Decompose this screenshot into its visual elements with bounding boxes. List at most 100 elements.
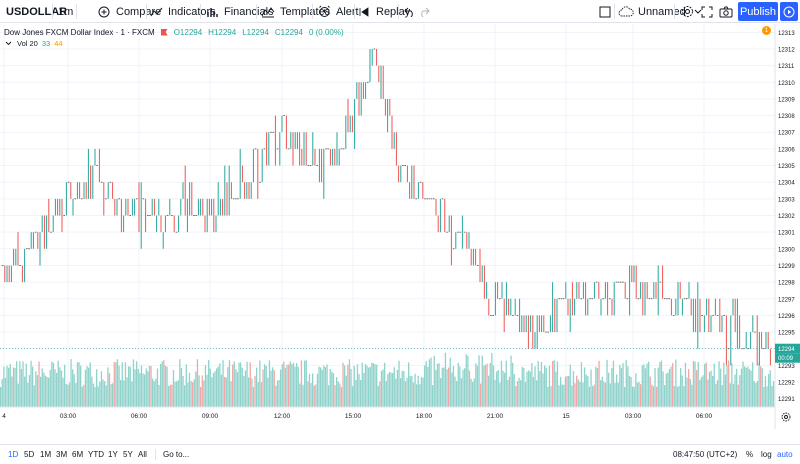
volume-bar: [408, 362, 410, 407]
range-all[interactable]: All: [138, 445, 147, 464]
volume-bar: [166, 366, 168, 407]
alert-button[interactable]: Alert: [316, 0, 359, 23]
log-toggle[interactable]: log: [761, 445, 772, 464]
indicators-button[interactable]: Indicators: [148, 0, 216, 23]
volume-bar: [696, 370, 698, 407]
replay-button[interactable]: Replay: [356, 0, 410, 23]
range-6m[interactable]: 6M: [72, 445, 83, 464]
financials-button[interactable]: Financials: [204, 0, 274, 23]
flag-icon[interactable]: [160, 28, 168, 36]
volume-bar: [358, 374, 360, 407]
volume-bar: [715, 383, 717, 407]
volume-bar: [435, 369, 437, 407]
volume-bar: [576, 375, 578, 407]
volume-bar: [276, 380, 279, 407]
publish-button[interactable]: Publish: [738, 2, 778, 21]
volume-bar: [579, 381, 581, 407]
volume-bar: [500, 360, 503, 407]
time-tick-label: 12:00: [274, 413, 291, 420]
compare-button[interactable]: Compare: [96, 0, 161, 23]
volume-bar: [275, 385, 277, 407]
range-1y[interactable]: 1Y: [108, 445, 118, 464]
auto-toggle[interactable]: auto: [777, 445, 793, 464]
alert-count-badge[interactable]: 1: [762, 26, 771, 35]
goto-button[interactable]: Go to...: [163, 445, 189, 464]
range-5y[interactable]: 5Y: [123, 445, 133, 464]
volume-bar: [158, 384, 160, 407]
price-tick-label: 12305: [778, 164, 795, 170]
range-label: YTD: [88, 450, 104, 459]
volume-bar: [49, 369, 51, 407]
volume-bar: [11, 376, 13, 407]
indicators-label: Indicators: [168, 5, 216, 18]
volume-bar: [51, 361, 53, 407]
price-tick-label: 12312: [778, 47, 795, 53]
play-button[interactable]: [780, 2, 798, 21]
volume-bar: [254, 375, 256, 407]
volume-bar: [680, 368, 682, 407]
volume-bar: [536, 380, 538, 407]
price-chart[interactable]: 12291 12292 12293 12294 12295 12296 12297 12298…: [0, 24, 800, 429]
time-tick-label: 4: [2, 413, 6, 420]
compare-label: Compare: [116, 5, 162, 18]
redo-button[interactable]: [416, 0, 432, 23]
volume-bar: [572, 371, 575, 407]
range-label: 1M: [40, 450, 52, 459]
range-5d[interactable]: 5D: [24, 445, 34, 464]
volume-bar: [748, 369, 751, 407]
volume-bar: [200, 386, 202, 407]
volume-legend[interactable]: Vol 20 33 44: [4, 38, 63, 49]
volume-bar: [660, 360, 663, 407]
volume-bar: [580, 362, 583, 407]
volume-bar: [398, 360, 400, 407]
volume-bar: [377, 385, 379, 407]
volume-bar: [68, 382, 71, 407]
volume-bar: [476, 365, 479, 407]
volume-bar: [459, 366, 461, 407]
undo-button[interactable]: [402, 0, 418, 23]
volume-bar: [523, 367, 525, 407]
templates-icon: [260, 4, 276, 20]
range-3m[interactable]: 3M: [56, 445, 67, 464]
volume-bar: [665, 373, 667, 407]
price-tick-label: 12313: [778, 31, 795, 37]
timezone-clock[interactable]: 08:47:50 (UTC+2): [673, 445, 737, 464]
settings-button[interactable]: [679, 0, 695, 23]
volume-bar: [9, 364, 11, 407]
volume-bar: [513, 373, 515, 407]
volume-bar: [385, 381, 387, 407]
volume-bar: [97, 386, 99, 407]
percent-toggle[interactable]: %: [746, 445, 753, 464]
volume-bar: [192, 382, 194, 407]
volume-bar: [456, 381, 458, 407]
templates-button[interactable]: Templates: [260, 0, 330, 23]
range-ytd[interactable]: YTD: [88, 445, 104, 464]
interval-button[interactable]: 1m: [58, 0, 73, 23]
volume-bar: [740, 368, 743, 407]
volume-bar: [444, 352, 447, 407]
volume-bar: [531, 363, 533, 407]
fullscreen-button[interactable]: [699, 0, 715, 23]
range-1m[interactable]: 1M: [40, 445, 51, 464]
range-label: 5D: [24, 450, 35, 459]
top-toolbar: USDOLLAR 1m Compare Indicators Financial…: [0, 0, 800, 23]
snapshot-button[interactable]: [718, 0, 734, 23]
volume-bar: [737, 384, 739, 407]
volume-bar: [156, 368, 159, 407]
plus-circle-icon: [96, 4, 112, 20]
volume-bar: [432, 385, 434, 407]
volume-bar: [116, 359, 119, 407]
chevron-down-icon[interactable]: [4, 39, 13, 48]
symbol-search[interactable]: USDOLLAR: [6, 0, 67, 23]
volume-bar: [284, 367, 287, 407]
volume-bar: [761, 368, 763, 407]
alert-count: 1: [764, 27, 769, 34]
chart-area[interactable]: 12291 12292 12293 12294 12295 12296 12297 12298…: [0, 24, 800, 429]
layout-save-button[interactable]: Unnamed: [618, 0, 706, 23]
volume-bar: [169, 384, 171, 407]
range-1d[interactable]: 1D: [8, 445, 18, 464]
volume-bar: [233, 361, 235, 407]
volume-bar: [454, 376, 456, 407]
fullscreen-square-button[interactable]: [597, 0, 613, 23]
volume-bar: [760, 366, 762, 407]
